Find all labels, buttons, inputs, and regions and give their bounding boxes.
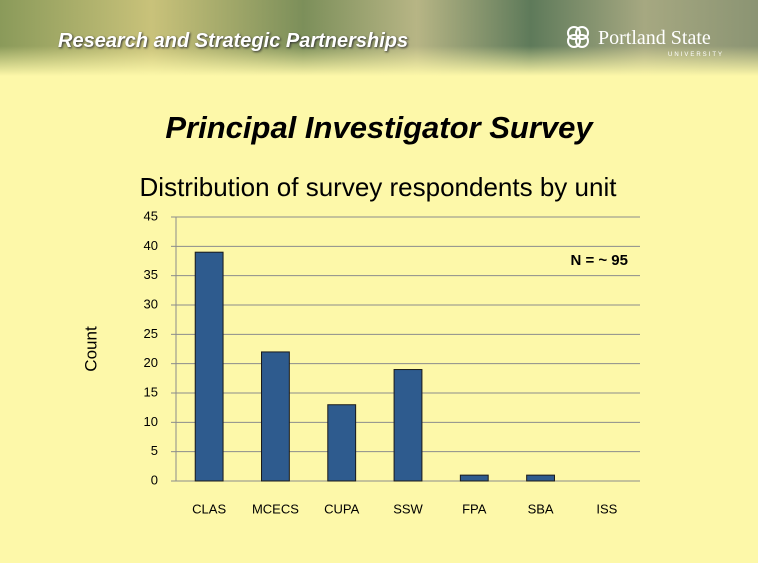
bar	[261, 351, 290, 482]
y-tick-label: 10	[144, 414, 158, 429]
y-tick-label: 35	[144, 267, 158, 282]
x-tick-label: MCECS	[252, 501, 299, 516]
logo-icon	[567, 26, 589, 48]
bar	[459, 474, 489, 482]
logo-text: Portland State	[598, 27, 711, 49]
y-tick-label: 40	[144, 238, 158, 253]
bar	[393, 369, 423, 482]
bar	[194, 251, 224, 482]
annotation: N = ~ 95	[570, 252, 628, 269]
x-tick-label: CUPA	[324, 501, 359, 516]
x-tick-label: SBA	[528, 501, 554, 516]
y-tick-label: 5	[151, 443, 158, 458]
y-tick-label: 0	[151, 472, 158, 487]
x-tick-label: FPA	[462, 501, 487, 516]
y-tick-label: 45	[144, 208, 158, 223]
header-title: Research and Strategic Partnerships	[58, 30, 409, 52]
y-axis-label: Count	[81, 326, 100, 372]
logo-subtext: UNIVERSITY	[668, 52, 725, 58]
y-tick-label: 25	[144, 326, 158, 341]
bar	[327, 404, 357, 482]
x-tick-label: ISS	[596, 501, 617, 516]
chart-title: Distribution of survey respondents by un…	[140, 172, 618, 202]
y-tick-label: 30	[144, 296, 158, 311]
x-tick-label: CLAS	[192, 501, 226, 516]
y-tick-label: 20	[144, 355, 158, 370]
header-banner	[0, 0, 758, 76]
slide-title: Principal Investigator Survey	[165, 110, 593, 145]
y-tick-label: 15	[144, 384, 158, 399]
bar	[526, 474, 555, 482]
x-tick-label: SSW	[393, 501, 423, 516]
